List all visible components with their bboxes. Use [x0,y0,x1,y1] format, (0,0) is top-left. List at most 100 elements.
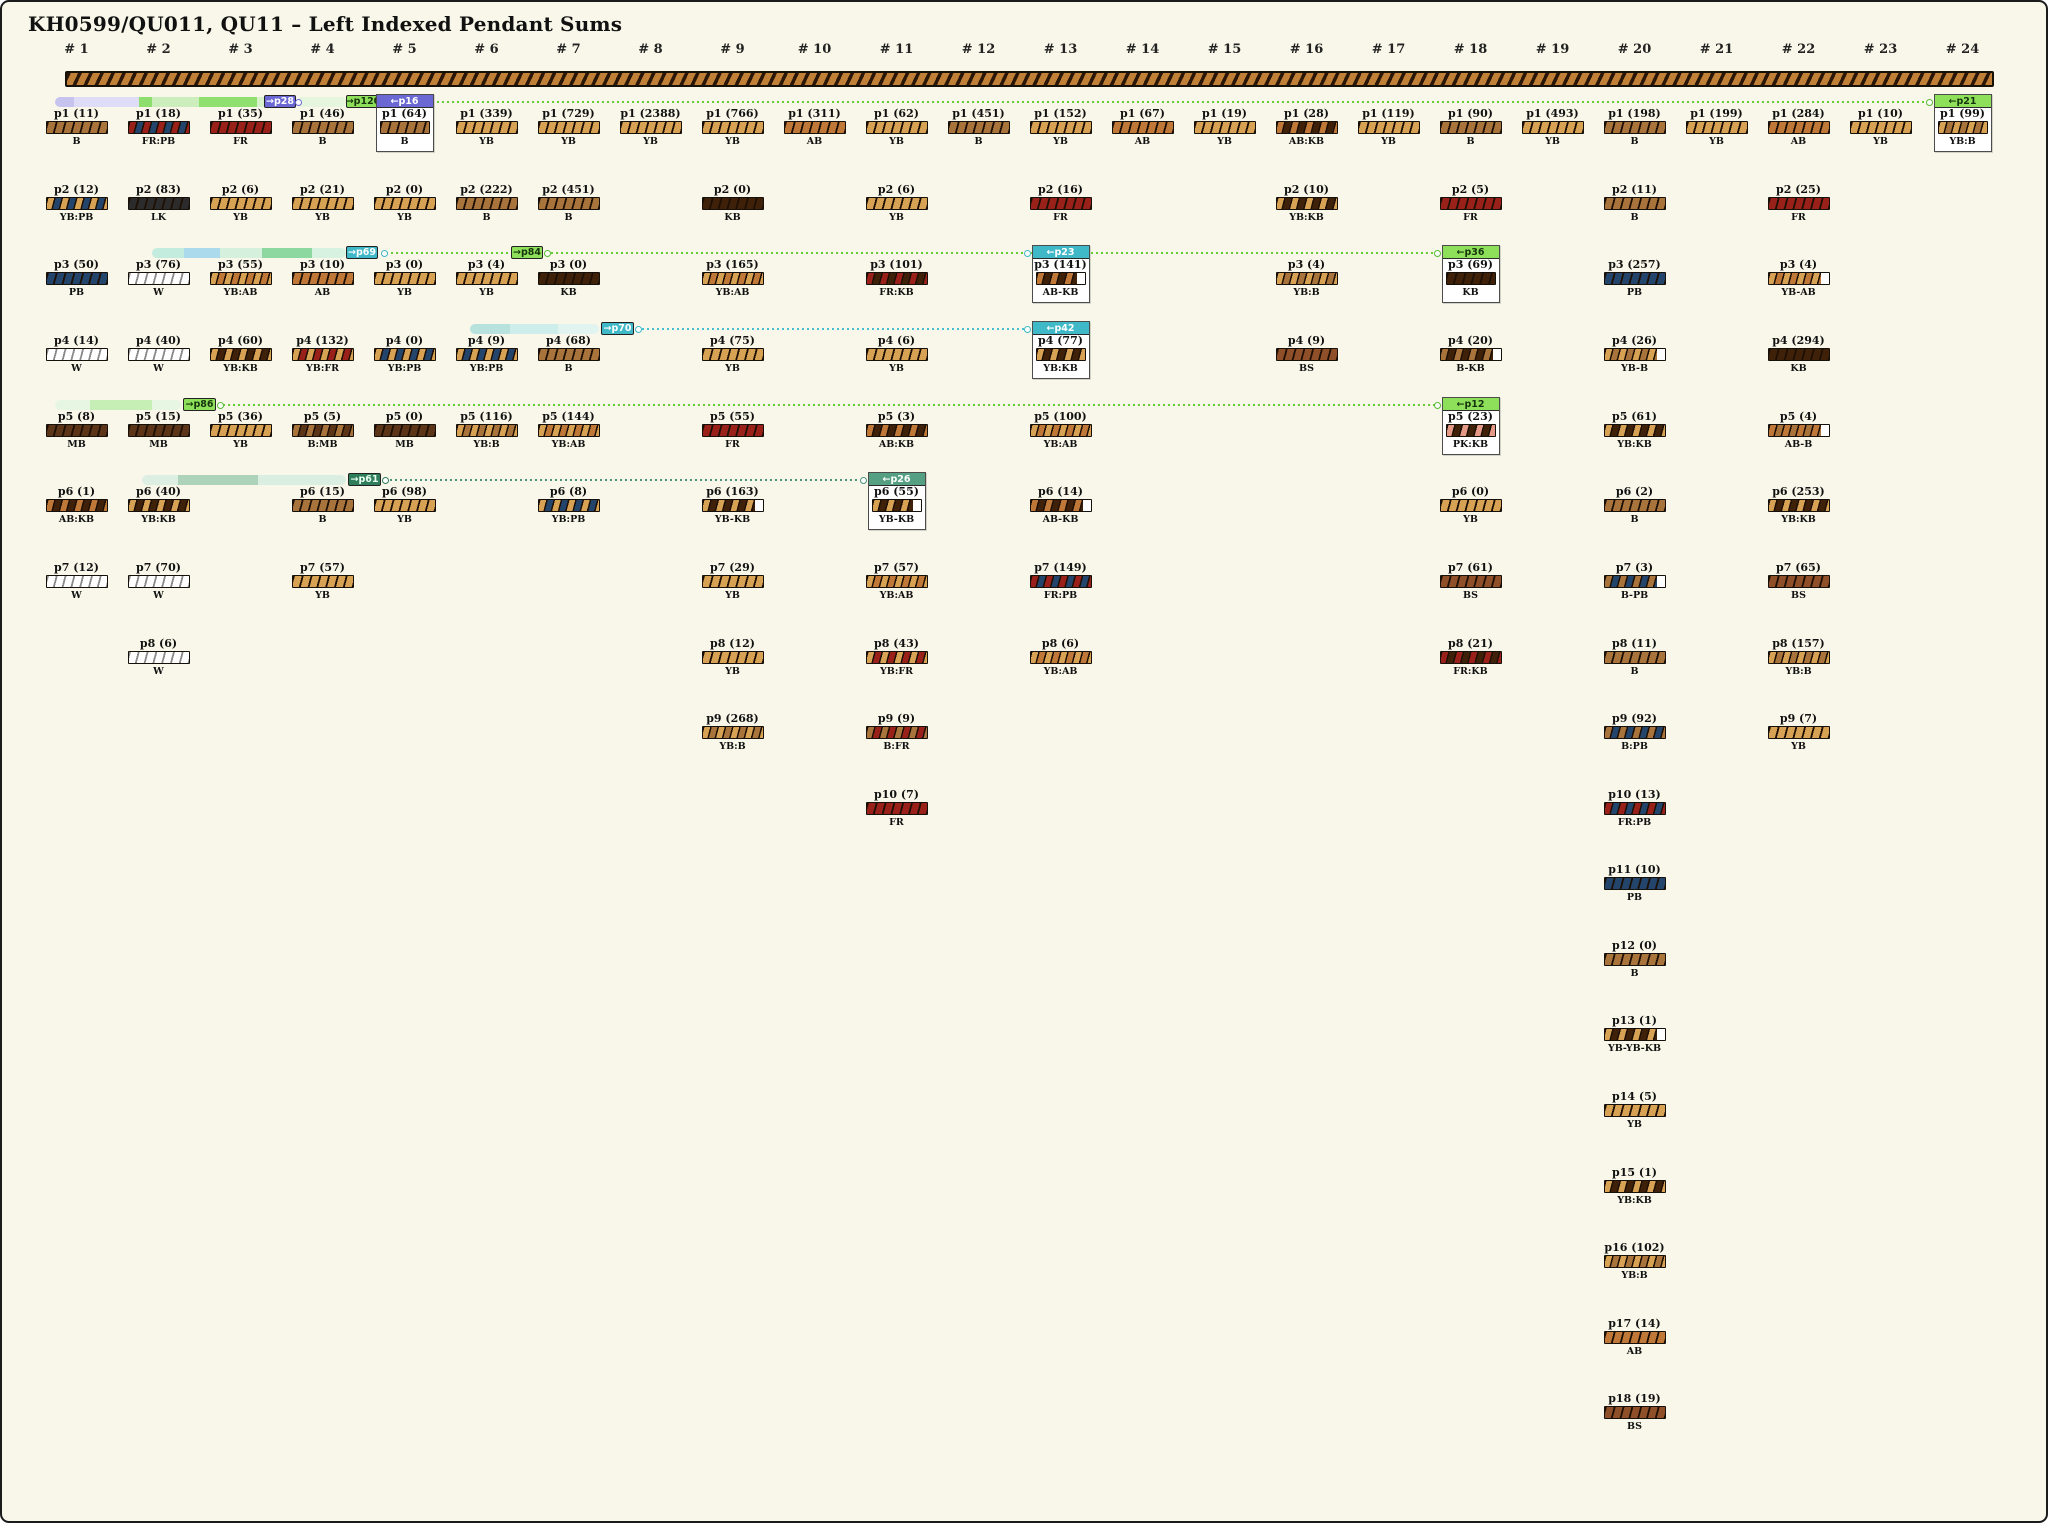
pendant-cell-label: p5 (23) [1448,410,1493,423]
link-line [390,479,860,481]
pendant-cell-colorway: FR:PB [1617,817,1652,828]
pendant-cell-hatch-box [537,197,600,210]
pendant-cell-hatch-box [1767,272,1830,285]
pendant-cell: p6 (8) YB:PB [537,486,601,526]
pendant-cell-label: p3 (10) [300,258,345,271]
pendant-cell-colorway: W [71,590,82,601]
pendant-cell-label: p1 (311) [788,107,841,120]
link-node-dot [1024,250,1031,257]
pendant-cell-label: p1 (729) [542,107,595,120]
pendant-cell: ←p23 p3 (141) AB-KB [1031,245,1090,303]
pendant-cell: p18 (19) BS [1603,1393,1667,1433]
pendant-cell-label: p1 (152) [1034,107,1087,120]
pendant-cell: p17 (14) AB [1603,1318,1667,1358]
pendant-cell-hatch-box [1445,424,1496,437]
link-node-dot [1024,326,1031,333]
pendant-cell: p4 (40) W [127,335,191,375]
pendant-cell: p6 (14) AB-KB [1029,486,1093,526]
pendant-cell-label: p3 (50) [54,258,99,271]
pendant-cell-label: p6 (40) [136,485,181,498]
pendant-cell-colorway: B [400,136,409,147]
link-node-dot [1434,250,1441,257]
link-out-tag[interactable]: →p61 [348,473,381,486]
pendant-cell-hatch-box [209,424,272,437]
pendant-cell: p5 (3) AB:KB [865,411,929,451]
link-in-tag[interactable]: ←p26 [868,473,925,486]
pendant-cell-colorway: YB:PB [469,363,504,374]
pendant-cell-hatch-box [1439,651,1502,664]
pendant-cell-label: p8 (6) [1041,637,1080,650]
link-in-tag[interactable]: ←p42 [1032,322,1089,335]
pendant-cell-hatch-box [373,272,436,285]
link-out-tag[interactable]: →p70 [601,322,634,335]
pendant-cell-label: p6 (2) [1615,485,1654,498]
link-out-tag[interactable]: →p86 [183,398,216,411]
pendant-cell-hatch-box [455,348,518,361]
pendant-cell-label: p9 (268) [706,712,759,725]
link-out-tag[interactable]: →p84 [511,246,543,259]
link-in-tag[interactable]: ←p12 [1442,398,1499,411]
pendant-cell-colorway: KB [1790,363,1807,374]
pendant-cell: p12 (0) B [1603,940,1667,980]
gradient-bar-segment [152,248,184,258]
pendant-cell-label: p6 (163) [706,485,759,498]
pendant-cell: p1 (766) YB [701,108,765,148]
pendant-cell-hatch-box [865,272,928,285]
pendant-cell-hatch-box [373,424,436,437]
pendant-cell-hatch-box [1439,575,1502,588]
pendant-cell-hatch-box [701,651,764,664]
pendant-cell-hatch-box [1767,499,1830,512]
link-in-tag[interactable]: ←p16 [376,95,433,108]
link-node-dot [217,402,224,409]
pendant-cell-hatch-box [1603,1028,1666,1041]
pendant-cell-label: p4 (9) [467,334,506,347]
pendant-cell-hatch-box [701,499,764,512]
pendant-cell: p6 (98) YB [373,486,437,526]
link-in-tag[interactable]: ←p23 [1032,246,1089,259]
pendant-cell-label: p7 (57) [874,561,919,574]
pendant-cell-colorway: FR [1053,212,1068,223]
link-in-tag[interactable]: ←p36 [1442,246,1499,259]
pendant-cell-label: p9 (92) [1612,712,1657,725]
pendant-cell-label: p10 (13) [1608,788,1661,801]
pendant-cell-label: p5 (4) [1779,410,1818,423]
pendant-cell-hatch-box [537,121,600,134]
link-out-tag[interactable]: →p28 [264,95,296,108]
pendant-cell: p9 (7) YB [1767,713,1831,753]
pendant-cell-colorway: BS [1299,363,1314,374]
pendant-cell-hatch-box [1767,651,1830,664]
pendant-cell-label: p4 (6) [877,334,916,347]
pendant-cell-colorway: B:MB [307,439,338,450]
pendant-cell-colorway: AB [1134,136,1151,147]
pendant-cell-colorway: B [1630,666,1639,677]
column-header: # 20 [1617,42,1652,57]
pendant-cell-colorway: FR:PB [1043,590,1078,601]
pendant-cell: p16 (102) YB:B [1603,1242,1667,1282]
pendant-cell-colorway: YB [1709,136,1724,147]
pendant-cell: p1 (729) YB [537,108,601,148]
pendant-cell-hatch-box [783,121,846,134]
gradient-bar-segment [258,475,346,485]
pendant-cell: p6 (253) YB:KB [1767,486,1831,526]
pendant-cell-label: p8 (43) [874,637,919,650]
pendant-cell-label: p8 (6) [139,637,178,650]
pendant-cell-label: p1 (2388) [620,107,681,120]
pendant-cell: p9 (268) YB:B [701,713,765,753]
pendant-cell: p6 (0) YB [1439,486,1503,526]
pendant-cell-hatch-box [1439,121,1502,134]
pendant-cell: p1 (35) FR [209,108,273,148]
link-node-dot [860,477,867,484]
link-line [432,101,1927,103]
column-header: # 3 [228,42,253,57]
pendant-cell: p5 (5) B:MB [291,411,355,451]
column-header: # 18 [1453,42,1488,57]
pendant-cell-hatch-box [127,575,190,588]
pendant-cell-hatch-box [1445,272,1496,285]
pendant-cell-hatch-box [291,348,354,361]
pendant-cell-hatch-box [865,348,928,361]
column-header: # 11 [879,42,914,57]
link-out-tag[interactable]: →p69 [346,246,378,259]
link-node-dot [381,250,388,257]
pendant-cell: p4 (0) YB:PB [373,335,437,375]
link-in-tag[interactable]: ←p21 [1934,95,1991,108]
